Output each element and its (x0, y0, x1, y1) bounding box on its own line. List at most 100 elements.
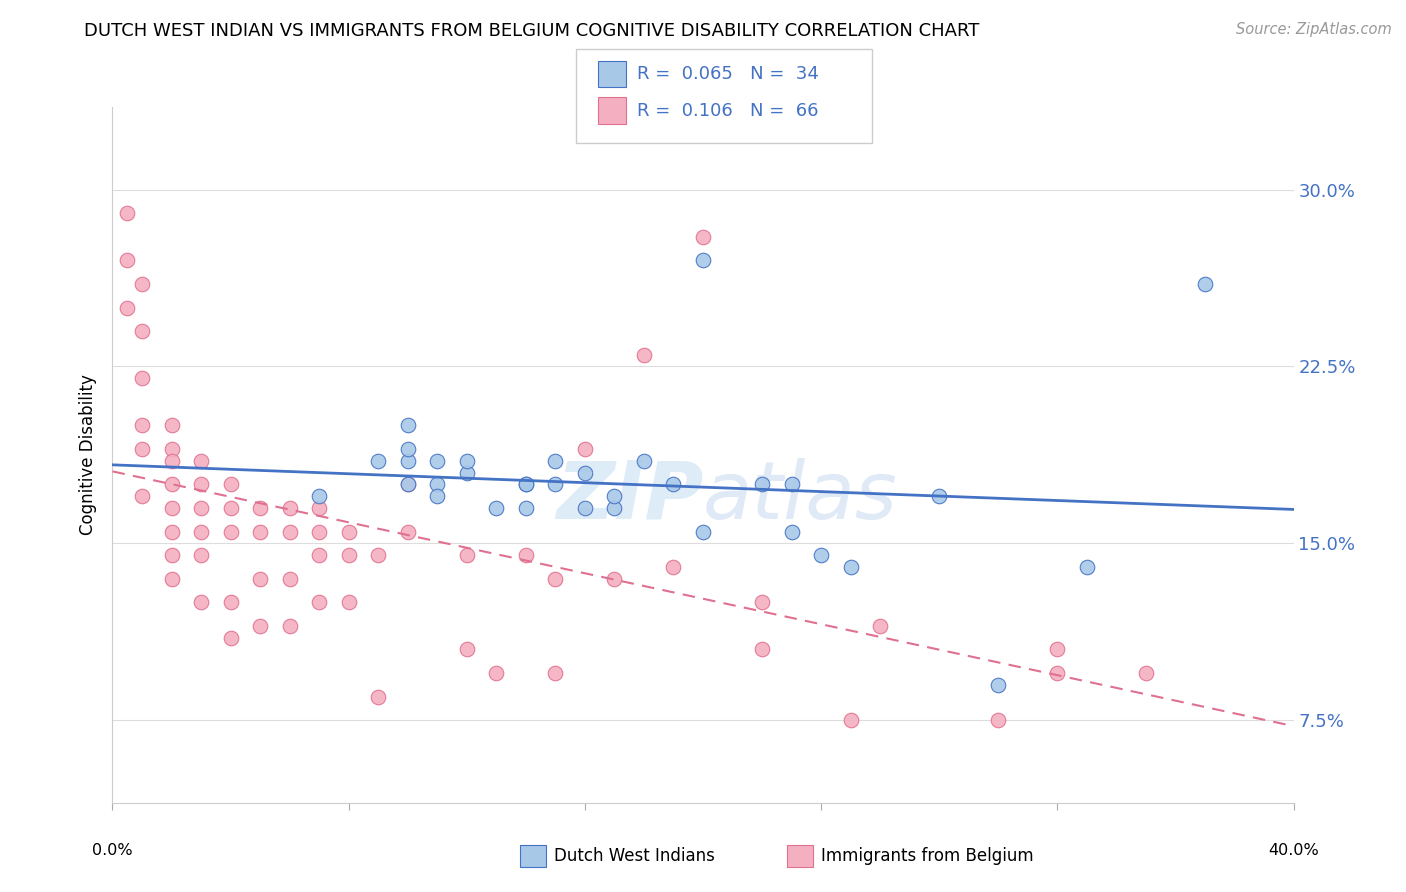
Point (131, 277, 153, 291)
Point (515, 500, 537, 515)
Text: atlas: atlas (703, 458, 898, 536)
Point (426, 477, 449, 491)
Text: Dutch West Indians: Dutch West Indians (554, 847, 714, 865)
Point (456, 466, 478, 480)
Point (544, 454, 567, 468)
Point (249, 500, 271, 515)
Text: DUTCH WEST INDIAN VS IMMIGRANTS FROM BELGIUM COGNITIVE DISABILITY CORRELATION CH: DUTCH WEST INDIAN VS IMMIGRANTS FROM BEL… (84, 22, 980, 40)
Point (190, 524, 212, 539)
Text: 0.0%: 0.0% (93, 843, 132, 858)
Point (219, 524, 242, 539)
Point (308, 489, 330, 503)
Point (544, 666, 567, 681)
Point (337, 548, 360, 562)
Point (160, 454, 183, 468)
Point (751, 477, 773, 491)
Point (160, 477, 183, 491)
Point (1135, 666, 1157, 681)
Point (160, 442, 183, 456)
Point (396, 477, 419, 491)
Point (544, 477, 567, 491)
Point (219, 631, 242, 645)
Point (751, 642, 773, 657)
Point (190, 477, 212, 491)
Point (190, 548, 212, 562)
Point (219, 500, 242, 515)
Point (278, 524, 301, 539)
Point (396, 524, 419, 539)
Point (160, 524, 183, 539)
Point (337, 524, 360, 539)
Point (662, 560, 685, 574)
Point (396, 442, 419, 456)
Point (308, 595, 330, 609)
Point (160, 572, 183, 586)
Point (839, 560, 862, 574)
Point (117, 301, 138, 315)
Point (869, 619, 891, 633)
Point (515, 548, 537, 562)
Point (839, 713, 862, 727)
Point (1076, 560, 1098, 574)
Point (308, 500, 330, 515)
Point (117, 253, 138, 268)
Point (160, 500, 183, 515)
Point (426, 454, 449, 468)
Point (249, 619, 271, 633)
Point (544, 572, 567, 586)
Point (160, 418, 183, 433)
Point (456, 548, 478, 562)
Point (692, 229, 714, 244)
Text: R =  0.065   N =  34: R = 0.065 N = 34 (637, 65, 818, 83)
Text: R =  0.106   N =  66: R = 0.106 N = 66 (637, 102, 818, 120)
Point (515, 477, 537, 491)
Point (396, 477, 419, 491)
Point (456, 454, 478, 468)
Point (810, 548, 832, 562)
Point (249, 524, 271, 539)
Point (574, 442, 596, 456)
Point (249, 572, 271, 586)
Point (751, 595, 773, 609)
Point (131, 371, 153, 385)
Point (131, 442, 153, 456)
Point (574, 466, 596, 480)
Point (574, 500, 596, 515)
Point (131, 324, 153, 338)
Point (308, 524, 330, 539)
Point (367, 690, 389, 704)
Point (692, 524, 714, 539)
Point (219, 477, 242, 491)
Point (367, 454, 389, 468)
Point (456, 642, 478, 657)
Point (692, 253, 714, 268)
Point (1194, 277, 1216, 291)
Point (117, 206, 138, 220)
Text: ZIP: ZIP (555, 458, 703, 536)
Point (160, 548, 183, 562)
Point (633, 454, 655, 468)
Point (987, 713, 1010, 727)
Point (987, 678, 1010, 692)
Point (131, 418, 153, 433)
Point (131, 489, 153, 503)
Y-axis label: Cognitive Disability: Cognitive Disability (79, 375, 97, 535)
Point (928, 489, 950, 503)
Point (485, 500, 508, 515)
Point (1046, 666, 1069, 681)
Text: Immigrants from Belgium: Immigrants from Belgium (821, 847, 1033, 865)
Point (278, 500, 301, 515)
Text: 40.0%: 40.0% (1268, 843, 1319, 858)
Point (485, 666, 508, 681)
Point (633, 348, 655, 362)
Point (426, 489, 449, 503)
Point (780, 477, 803, 491)
Point (662, 477, 685, 491)
Point (603, 500, 626, 515)
Point (367, 548, 389, 562)
Point (190, 595, 212, 609)
Text: Source: ZipAtlas.com: Source: ZipAtlas.com (1236, 22, 1392, 37)
Point (278, 619, 301, 633)
Point (396, 418, 419, 433)
Point (308, 548, 330, 562)
